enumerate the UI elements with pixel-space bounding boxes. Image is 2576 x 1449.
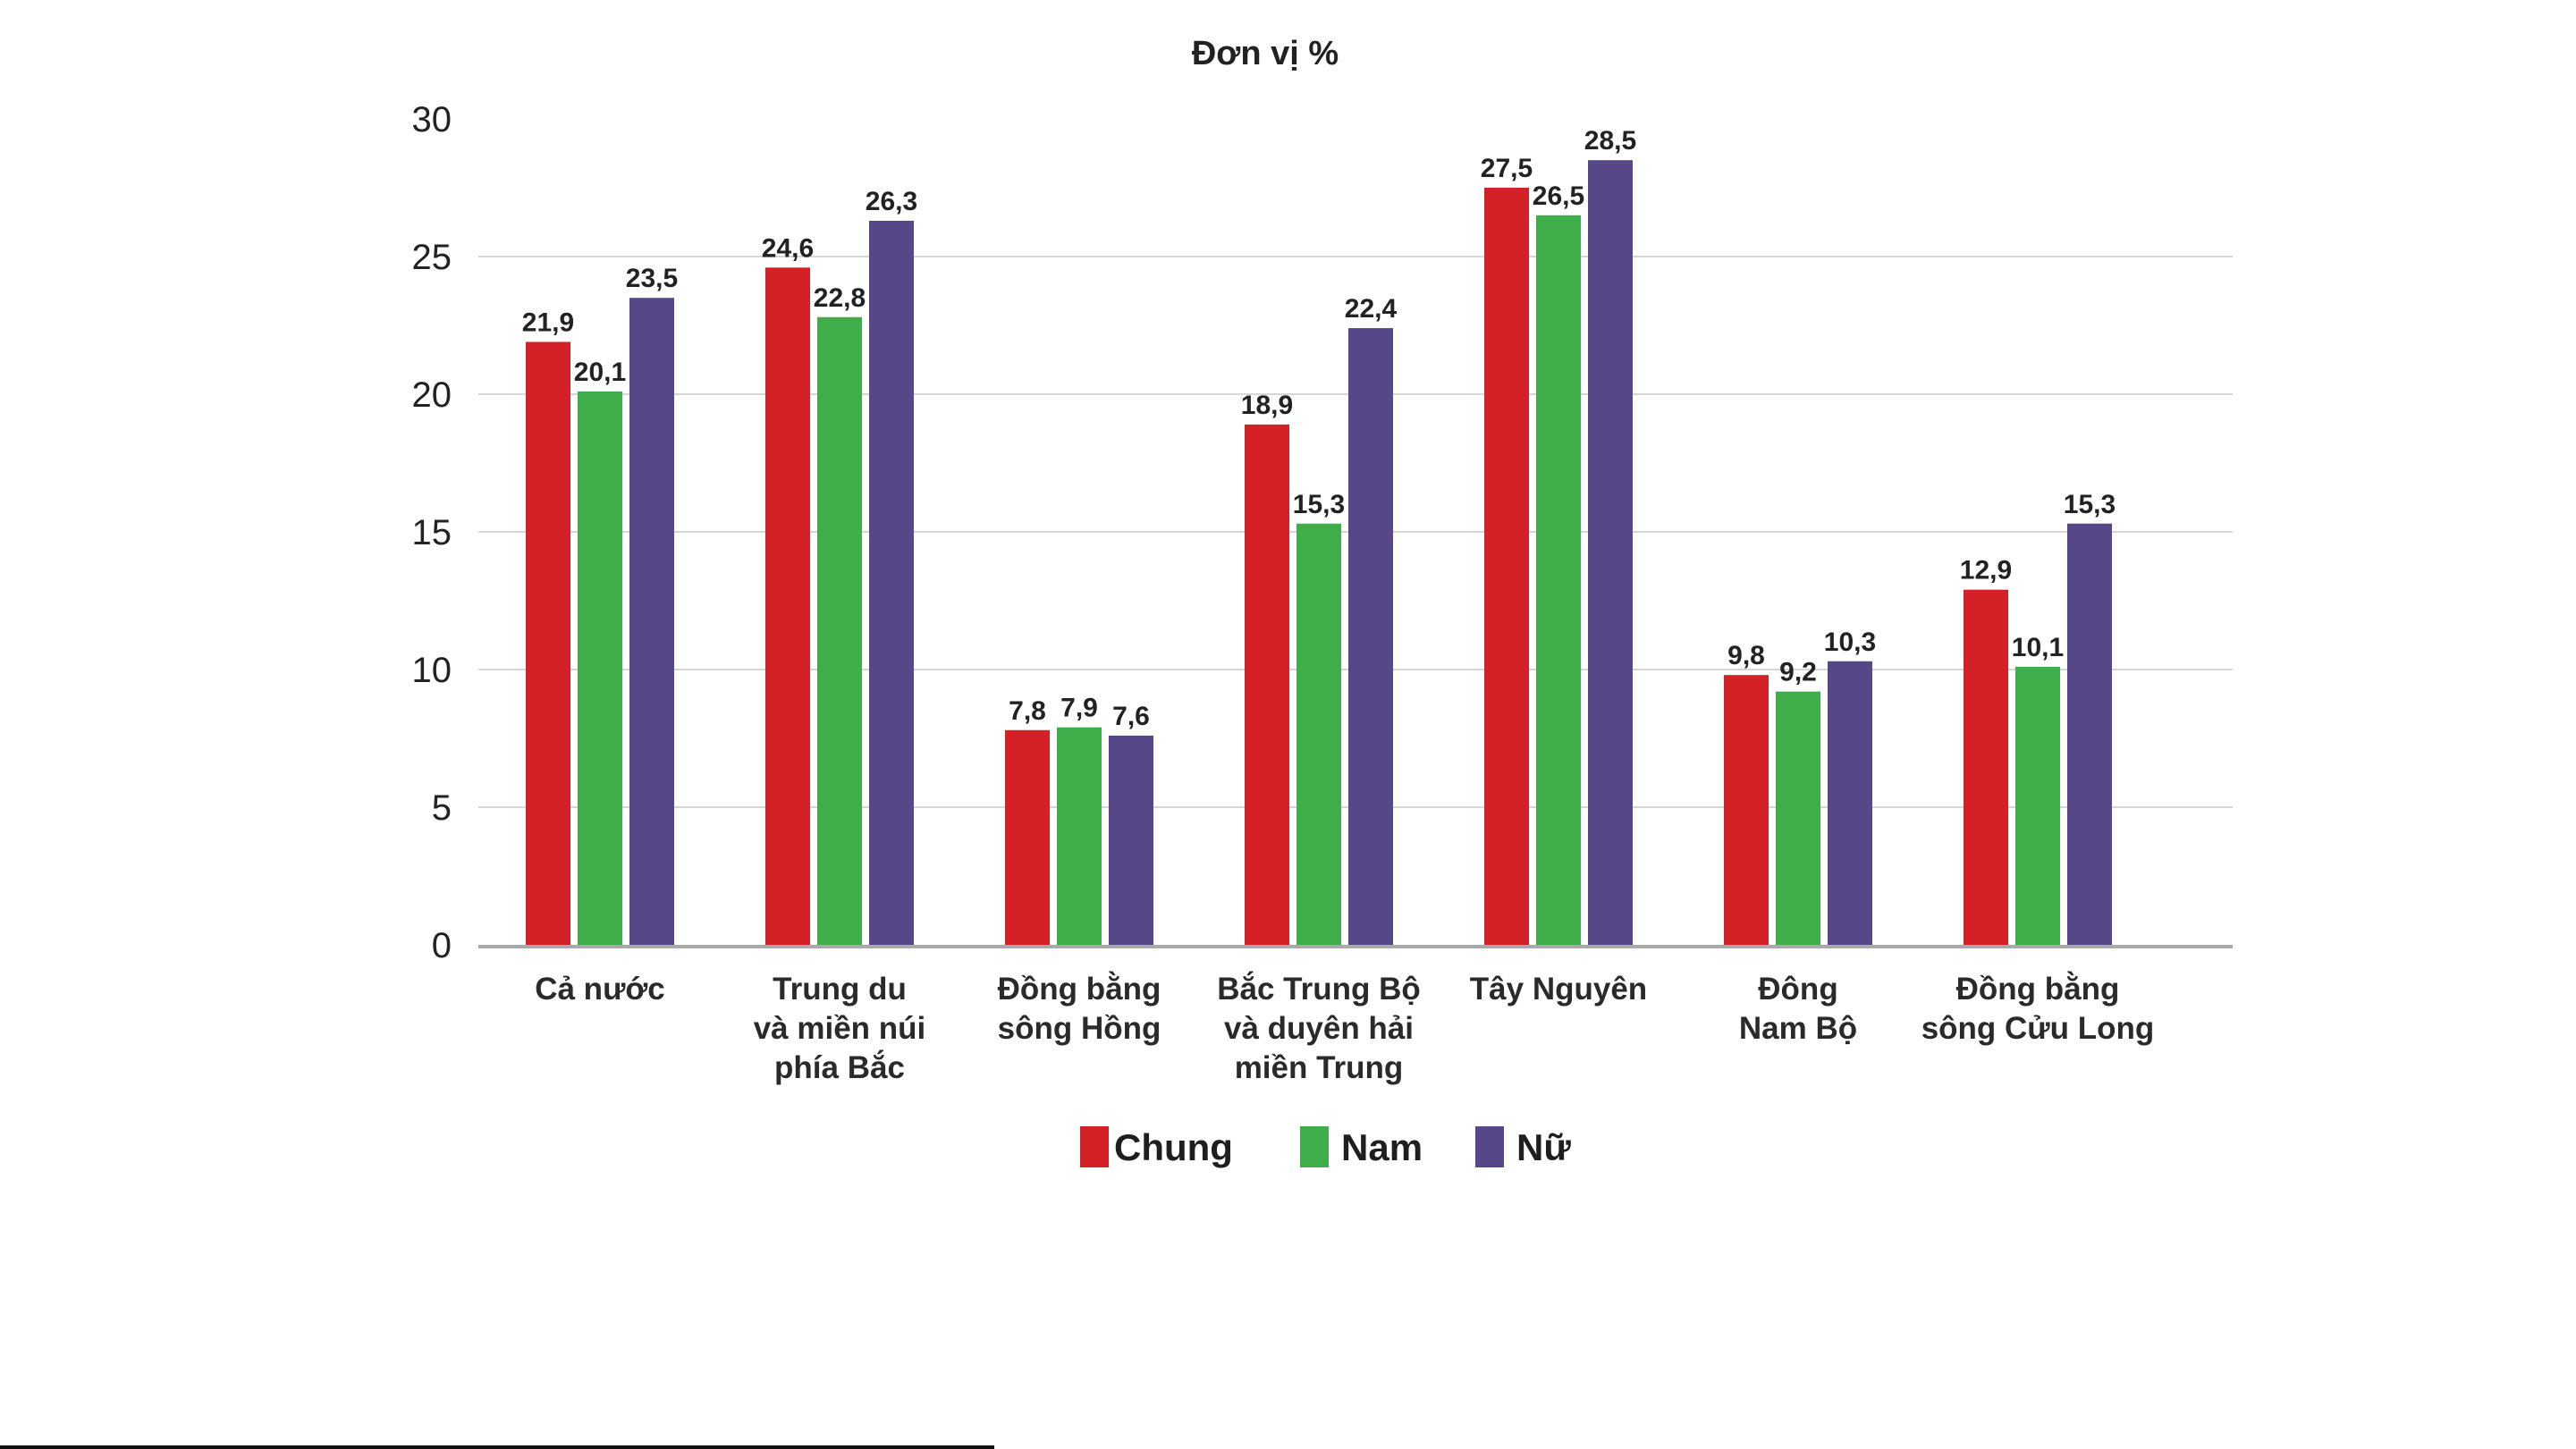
value-label: 7,8 — [1009, 696, 1046, 726]
legend: Chung Nam Nữ — [1080, 1126, 1571, 1168]
bar-chung-6 — [1964, 589, 2008, 945]
value-label: 23,5 — [626, 264, 678, 293]
bar-nam-6 — [2015, 666, 2060, 945]
value-label: 28,5 — [1584, 126, 1636, 156]
y-axis-ticks: 0 5 10 15 20 25 30 — [412, 100, 452, 965]
bar-chung-3 — [1245, 424, 1289, 945]
bar-n-2 — [1109, 735, 1153, 945]
bar-chung-1 — [765, 267, 810, 945]
y-tick-label: 10 — [412, 651, 452, 690]
value-label: 27,5 — [1481, 154, 1533, 183]
bar-n-0 — [629, 298, 674, 945]
legend-label: Nam — [1341, 1126, 1423, 1168]
y-tick-label: 30 — [412, 100, 452, 139]
bar-n-4 — [1588, 160, 1633, 945]
y-tick-label: 5 — [432, 788, 452, 828]
category-label: Cả nước — [535, 972, 665, 1007]
bar-n-5 — [1828, 661, 1872, 945]
value-label: 7,6 — [1112, 702, 1150, 731]
bar-nam-3 — [1296, 523, 1341, 945]
value-label: 10,1 — [2012, 633, 2064, 662]
bar-chung-2 — [1005, 729, 1050, 945]
value-label: 22,4 — [1345, 294, 1398, 324]
bar-n-1 — [869, 220, 914, 945]
value-labels: 21,920,1 23,5 24,622,8 26,3 7,8 7,9 7,6 18,9 15,… — [522, 126, 2116, 731]
bar-chung-5 — [1724, 675, 1769, 945]
category-label: Đông Nam Bộ — [1739, 972, 1857, 1046]
category-label: Trung du và miền núi phía Bắc — [754, 972, 926, 1085]
bars — [526, 160, 2112, 946]
legend-swatch-2 — [1475, 1126, 1504, 1167]
bar-nam-0 — [578, 391, 622, 945]
bar-nam-2 — [1057, 727, 1102, 945]
bar-nam-5 — [1776, 691, 1820, 945]
legend-label: Nữ — [1516, 1126, 1571, 1168]
legend-swatch-0 — [1080, 1126, 1109, 1167]
category-label: Đồng bằng sông Cửu Long — [1921, 971, 2155, 1046]
category-label: Bắc Trung Bộ và duyên hải miền Trung — [1217, 971, 1421, 1085]
value-label: 20,1 — [574, 358, 626, 387]
value-label: 15,3 — [1293, 490, 1345, 519]
value-label: 7,9 — [1060, 694, 1098, 723]
bar-chung-4 — [1484, 188, 1529, 945]
value-label: 26,3 — [866, 187, 917, 216]
category-label: Đồng bằng sông Hồng — [998, 971, 1161, 1046]
bottom-border-line — [0, 1445, 994, 1449]
bar-n-6 — [2067, 523, 2112, 945]
bar-nam-1 — [817, 316, 862, 945]
y-tick-label: 20 — [412, 375, 452, 415]
value-label: 9,8 — [1727, 641, 1765, 670]
y-tick-label: 25 — [412, 238, 452, 277]
y-tick-label: 0 — [432, 926, 452, 965]
value-label: 21,9 — [522, 307, 574, 337]
category-labels: Cả nước Trung du và miền núi phía Bắc Đồng b… — [535, 971, 2154, 1085]
legend-label: Chung — [1114, 1126, 1233, 1168]
bar-n-3 — [1348, 328, 1393, 946]
value-label: 15,3 — [2064, 490, 2116, 519]
chart-title: Đơn vị % — [1192, 35, 1339, 72]
value-label: 24,6 — [762, 233, 814, 263]
value-label: 26,5 — [1533, 181, 1584, 211]
value-label: 10,3 — [1824, 628, 1876, 657]
legend-swatch-1 — [1300, 1126, 1329, 1167]
value-label: 9,2 — [1779, 658, 1817, 687]
value-label: 22,8 — [814, 283, 866, 313]
value-label: 12,9 — [1960, 556, 2012, 585]
bar-chung-0 — [526, 341, 570, 946]
value-label: 18,9 — [1241, 391, 1293, 420]
y-tick-label: 15 — [412, 513, 452, 552]
bar-nam-4 — [1536, 215, 1581, 946]
category-label: Tây Nguyên — [1470, 972, 1647, 1007]
